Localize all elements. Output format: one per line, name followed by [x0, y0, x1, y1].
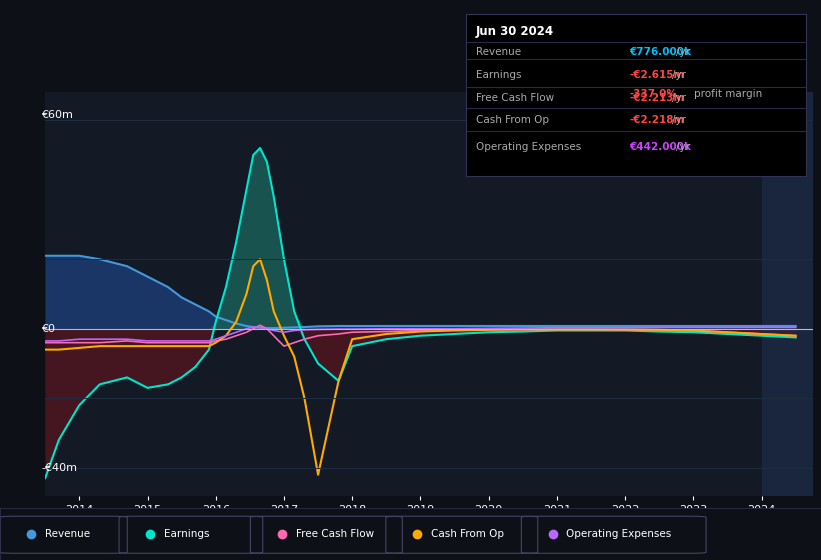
Text: Revenue: Revenue: [475, 47, 521, 57]
Bar: [762, 92, 813, 496]
Text: -€2.218m: -€2.218m: [629, 115, 685, 124]
Text: -€40m: -€40m: [41, 463, 77, 473]
Text: Free Cash Flow: Free Cash Flow: [296, 529, 374, 539]
Text: Operating Expenses: Operating Expenses: [566, 529, 672, 539]
Text: €442.000k: €442.000k: [629, 142, 691, 152]
Text: /yr: /yr: [672, 94, 686, 104]
Text: /yr: /yr: [676, 47, 690, 57]
Text: /yr: /yr: [672, 70, 686, 80]
Text: €60m: €60m: [41, 110, 73, 120]
Text: Jun 30 2024: Jun 30 2024: [475, 25, 554, 39]
Text: Earnings: Earnings: [164, 529, 209, 539]
Text: Cash From Op: Cash From Op: [475, 115, 548, 124]
Text: Operating Expenses: Operating Expenses: [475, 142, 581, 152]
Text: -€2.615m: -€2.615m: [629, 70, 685, 80]
Text: Revenue: Revenue: [45, 529, 90, 539]
Text: -337.0%: -337.0%: [629, 88, 677, 99]
Text: Cash From Op: Cash From Op: [431, 529, 504, 539]
Text: €0: €0: [41, 324, 55, 334]
Text: Earnings: Earnings: [475, 70, 521, 80]
Text: Free Cash Flow: Free Cash Flow: [475, 94, 554, 104]
Text: /yr: /yr: [672, 115, 686, 124]
Text: €776.000k: €776.000k: [629, 47, 691, 57]
Text: /yr: /yr: [676, 142, 690, 152]
Text: profit margin: profit margin: [694, 88, 762, 99]
Text: -€2.213m: -€2.213m: [629, 94, 685, 104]
